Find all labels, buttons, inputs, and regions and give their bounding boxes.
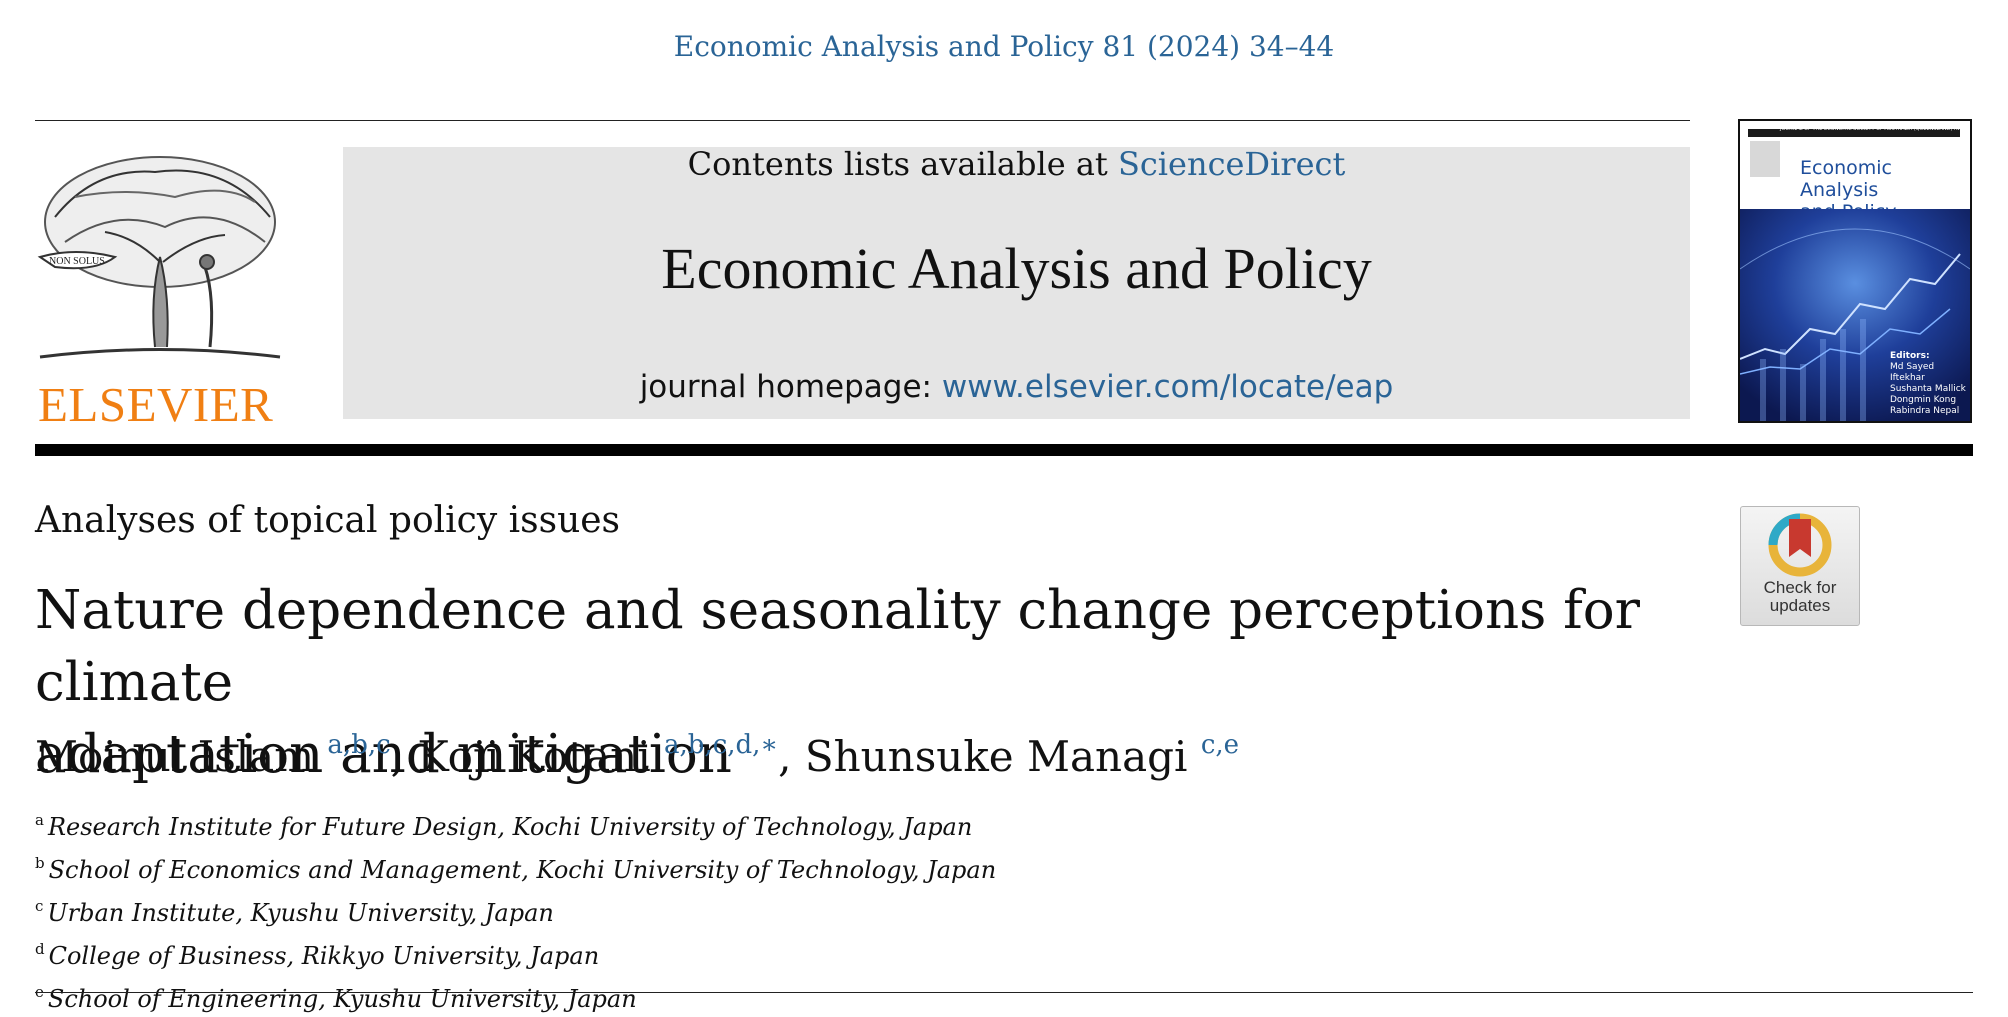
cover-editors-label: Editors: [1890,351,1930,361]
sciencedirect-link[interactable]: ScienceDirect [1117,145,1346,183]
affiliation-item: c Urban Institute, Kyushu University, Jap… [35,888,996,931]
author-name[interactable]: Moinul Islam [35,732,315,781]
article-title-line2: adaptation and mitigation [35,724,732,785]
affiliation-text: Urban Institute, Kyushu University, Japa… [47,899,554,927]
author-affiliation-marks[interactable]: c,e [1200,730,1240,760]
author-name[interactable]: Shunsuke Managi [804,732,1188,781]
homepage-link[interactable]: www.elsevier.com/locate/eap [941,369,1394,405]
homepage-prefix: journal homepage: [639,369,942,405]
journal-title: Economic Analysis and Policy [661,236,1372,301]
affiliation-key: d [35,940,45,958]
affiliation-text: Research Institute for Future Design, Ko… [47,813,973,841]
affiliation-text: School of Economics and Management, Koch… [48,856,997,884]
journal-cover-image[interactable]: JOURNAL OF THE ECONOMIC SOCIETY OF AUSTR… [1738,119,1972,423]
affiliation-item: a Research Institute for Future Design, K… [35,802,996,845]
thick-divider [35,444,1973,456]
affiliation-list: a Research Institute for Future Design, K… [35,802,996,1017]
cover-title-line1: Economic Analysis [1800,157,1892,201]
contents-line: Contents lists available at ScienceDirec… [343,145,1690,183]
article-section-label: Analyses of topical policy issues [35,500,621,541]
check-updates-line2: updates [1769,596,1831,615]
cover-editor: Md Sayed Iftekhar [1890,362,1935,383]
check-updates-icon [1768,513,1832,577]
contents-prefix: Contents lists available at [687,145,1118,183]
article-title-line1: Nature dependence and seasonality change… [35,580,1640,713]
homepage-line: journal homepage: www.elsevier.com/locat… [343,369,1690,405]
footer-rule [35,992,1973,993]
article-title: Nature dependence and seasonality change… [35,575,1735,791]
check-updates-label: Check for updates [1741,579,1859,615]
author-separator: , [778,732,805,781]
affiliation-text: School of Engineering, Kyushu University… [47,985,637,1013]
header-rule [35,120,1690,121]
journal-info-box: Contents lists available at ScienceDirec… [343,145,1690,419]
cover-artwork [1740,209,1970,421]
author-separator: , [390,732,418,781]
cover-header-text: JOURNAL OF THE ECONOMIC SOCIETY OF AUSTR… [1780,126,1965,132]
check-for-updates-button[interactable]: Check for updates [1740,506,1860,626]
elsevier-wordmark: ELSEVIER [38,377,274,432]
affiliation-item: b School of Economics and Management, Koc… [35,845,996,888]
affiliation-item: e School of Engineering, Kyushu Universit… [35,974,996,1017]
affiliation-key: b [35,854,45,872]
author-name[interactable]: Koji Kotani [417,732,651,781]
affiliation-item: d College of Business, Rikkyo University,… [35,931,996,974]
cover-editor: Rabindra Nepal [1890,406,1960,416]
cover-header-bar [1748,129,1960,137]
affiliation-key: a [35,811,44,829]
author-affiliation-marks[interactable]: a,b,c,d,∗ [664,730,779,760]
cover-editor: Sushanta Mallick [1890,384,1966,394]
author-affiliation-marks[interactable]: a,b,c [327,730,391,760]
journal-citation[interactable]: Economic Analysis and Policy 81 (2024) 3… [0,30,2008,63]
check-updates-line1: Check for [1763,578,1837,597]
author-list: Moinul Islam a,b,c, Koji Kotani a,b,c,d,… [35,730,1239,781]
logo-motto: NON SOLUS [49,256,105,267]
affiliation-text: College of Business, Rikkyo University, … [48,942,600,970]
cover-editors: Editors: Md Sayed Iftekhar Sushanta Mall… [1890,351,1970,417]
affiliation-key: c [35,897,44,915]
cover-editor: Dongmin Kong [1890,395,1957,405]
citation-link[interactable]: Economic Analysis and Policy 81 (2024) 3… [673,30,1335,63]
cover-elsevier-logo [1750,141,1780,177]
elsevier-tree-logo: NON SOLUS [35,147,285,422]
